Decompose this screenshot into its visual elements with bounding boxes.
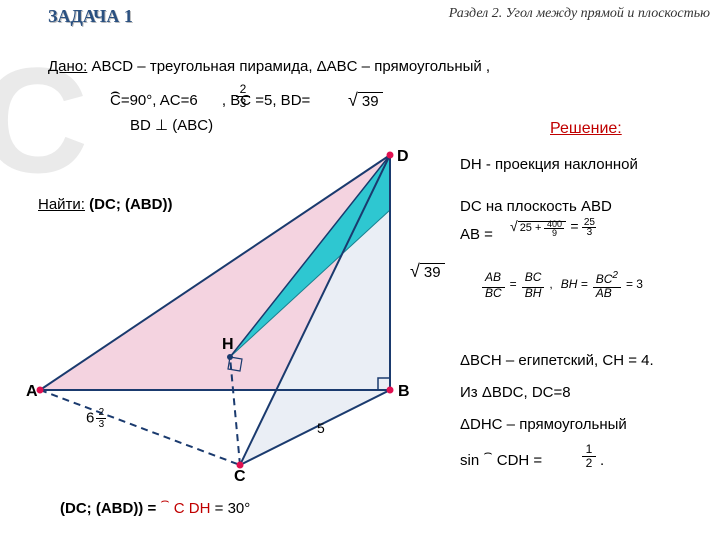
answer-angle: C DH bbox=[174, 500, 211, 517]
label-d: D bbox=[397, 148, 409, 166]
solution-line-1: DH - проекция наклонной bbox=[460, 156, 638, 173]
vertex-b bbox=[387, 387, 394, 394]
solution-line-5: ΔBCH – египетский, CH = 4. bbox=[460, 352, 654, 369]
edge-label-5: 5 bbox=[317, 420, 325, 436]
task-number: ЗАДАЧА 1 bbox=[48, 6, 133, 27]
solution-heading: Решение: bbox=[550, 120, 622, 138]
answer-right: = 30° bbox=[215, 500, 251, 517]
fraction-1-2: 1 2 bbox=[582, 444, 596, 469]
answer-line: (DC; (ABD)) = ⌢ C DH = 30° bbox=[60, 500, 250, 517]
frac-top: 2 bbox=[236, 84, 250, 95]
frac-bot: 3 bbox=[236, 98, 250, 109]
frac8-dot: . bbox=[600, 452, 604, 469]
cond-angle: C=90°, AC=6 bbox=[110, 92, 198, 109]
edge-label-6-2-3: 623 bbox=[86, 408, 106, 429]
solution-line-3: AB = bbox=[460, 226, 493, 243]
given-text: ABCD – треугольная пирамида, ΔABC – прям… bbox=[91, 58, 490, 75]
sqrt-39-sol: √39 bbox=[410, 261, 445, 282]
edge-ac-dashed bbox=[40, 390, 240, 465]
label-h: H bbox=[222, 336, 234, 354]
vertex-d bbox=[387, 152, 394, 159]
condition-1: C=90°, AC=6 , BC =5, BD= bbox=[110, 92, 310, 109]
pyramid-diagram bbox=[30, 130, 450, 500]
label-c: C bbox=[234, 468, 246, 486]
sqrt-39-given: √39 bbox=[348, 90, 383, 111]
vertex-h bbox=[227, 354, 233, 360]
solution-line-6: Из ΔBDC, DC=8 bbox=[460, 384, 571, 401]
solution-line-2: DC на плоскость ABD bbox=[460, 198, 612, 215]
section-title: Раздел 2. Угол между прямой и плоскостью bbox=[449, 6, 710, 22]
bh-formula: AB=BC, BH = BC2= 3 BCBHAB bbox=[480, 268, 648, 301]
solution-line-8: sin ⌢ CDH = bbox=[460, 452, 542, 469]
solution-line-7: ΔDHC – прямоугольный bbox=[460, 416, 627, 433]
ab-calc: √25 + 4009 = 253 bbox=[510, 218, 596, 237]
label-a: A bbox=[26, 383, 38, 401]
label-b: B bbox=[398, 383, 410, 401]
answer-left: (DC; (ABD)) = bbox=[60, 500, 156, 517]
given-line: Дано: ABCD – треугольная пирамида, ΔABC … bbox=[48, 58, 490, 75]
fraction-2-3: 2 3 bbox=[236, 84, 250, 109]
given-label: Дано: bbox=[48, 58, 87, 75]
